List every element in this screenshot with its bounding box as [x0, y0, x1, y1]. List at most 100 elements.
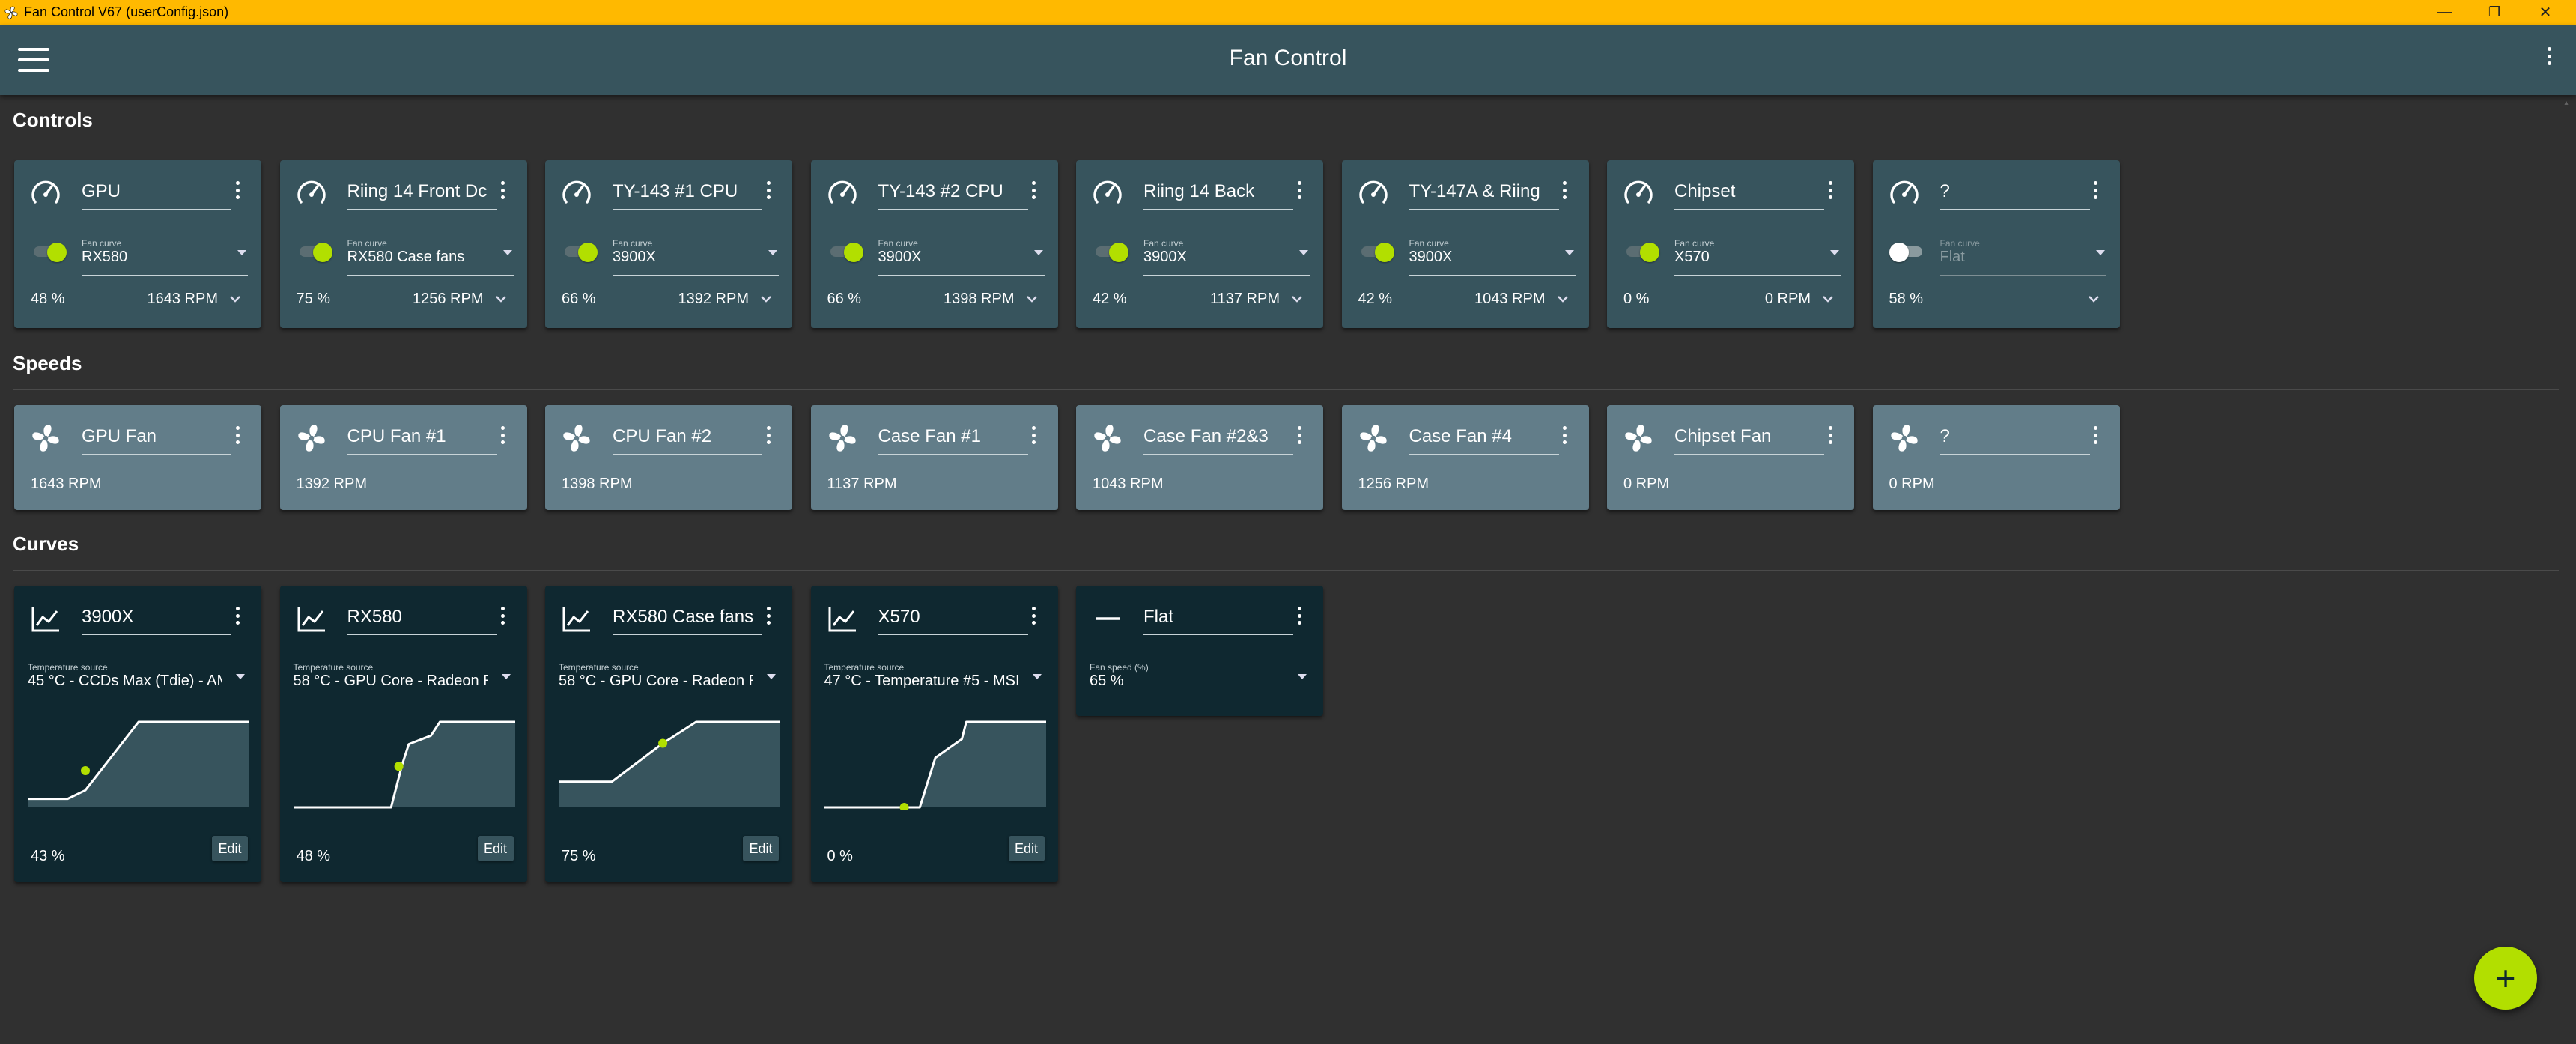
curve-name[interactable]: 3900X: [82, 604, 231, 635]
fan-curve-select[interactable]: Fan curve X570: [1674, 238, 1841, 276]
fan-curve-select[interactable]: Fan curve 3900X: [613, 238, 779, 276]
control-enable-toggle[interactable]: [562, 243, 598, 262]
fan-curve-select[interactable]: Fan curve Flat: [1939, 238, 2106, 276]
speed-sensor-name[interactable]: Case Fan #4: [1409, 423, 1559, 455]
card-menu-icon[interactable]: [499, 426, 508, 444]
control-enable-toggle[interactable]: [31, 243, 67, 262]
card-menu-icon[interactable]: [1561, 426, 1570, 444]
edit-curve-button[interactable]: Edit: [477, 836, 514, 861]
fan-curve-label: Fan curve: [1409, 238, 1449, 249]
card-menu-icon[interactable]: [1295, 181, 1304, 199]
card-menu-icon[interactable]: [1561, 181, 1570, 199]
edit-curve-button[interactable]: Edit: [743, 836, 779, 861]
control-name[interactable]: TY-143 #1 CPU: [613, 178, 762, 210]
control-name[interactable]: Chipset: [1674, 178, 1824, 210]
curve-area: [559, 722, 780, 807]
card-menu-icon[interactable]: [1295, 607, 1304, 625]
card-menu-icon[interactable]: [233, 181, 242, 199]
card-menu-icon[interactable]: [1295, 426, 1304, 444]
fan-curve-select[interactable]: Fan curve 3900X: [878, 238, 1045, 276]
card-menu-icon[interactable]: [2092, 426, 2100, 444]
control-enable-toggle[interactable]: [1623, 243, 1659, 262]
page-title: Fan Control: [1229, 46, 1347, 70]
fan-icon: [560, 422, 593, 455]
fan-curve-select[interactable]: Fan curve RX580 Case fans: [347, 238, 514, 276]
speed-sensor-name[interactable]: CPU Fan #2: [613, 423, 762, 455]
card-menu-icon[interactable]: [233, 426, 242, 444]
chevron-down-icon[interactable]: [1289, 291, 1305, 307]
chevron-down-icon[interactable]: [1820, 291, 1836, 307]
speed-sensor-name[interactable]: Case Fan #1: [878, 423, 1028, 455]
control-name[interactable]: TY-143 #2 CPU: [878, 178, 1028, 210]
card-menu-icon[interactable]: [764, 426, 773, 444]
add-button[interactable]: +: [2474, 947, 2537, 1010]
control-enable-toggle[interactable]: [1889, 243, 1925, 262]
card-menu-icon[interactable]: [1826, 426, 1835, 444]
scrollbar-up-arrow[interactable]: ▴: [2564, 99, 2569, 107]
more-options-icon[interactable]: [2545, 47, 2554, 65]
dropdown-arrow-icon: [237, 250, 246, 255]
control-enable-toggle[interactable]: [827, 243, 863, 262]
maximize-button[interactable]: ❐: [2488, 4, 2501, 19]
edit-curve-button[interactable]: Edit: [1008, 836, 1045, 861]
card-menu-icon[interactable]: [764, 181, 773, 199]
chevron-down-icon[interactable]: [758, 291, 774, 307]
control-percent: 66 %: [827, 291, 862, 307]
speed-sensor-name[interactable]: ?: [1939, 423, 2090, 455]
curve-card: RX580 Temperature source 58 °C - GPU Cor…: [279, 586, 527, 882]
control-card: Riing 14 Back Fan curve 3900X 42 % 1137 …: [1076, 160, 1323, 328]
control-name[interactable]: GPU: [82, 178, 231, 210]
curve-name[interactable]: RX580 Case fans: [613, 604, 762, 635]
fan-curve-select[interactable]: Fan curve 3900X: [1143, 238, 1310, 276]
control-enable-toggle[interactable]: [297, 243, 332, 262]
control-name[interactable]: Riing 14 Front Dc: [347, 178, 497, 210]
speed-card: Chipset Fan 0 RPM: [1607, 405, 1854, 510]
temperature-source-label: Temperature source: [28, 662, 108, 673]
fan-curve-select[interactable]: Fan curve RX580: [82, 238, 248, 276]
temperature-source-select[interactable]: Temperature source 45 °C - CCDs Max (Tdi…: [28, 662, 246, 699]
temperature-source-select[interactable]: Temperature source 58 °C - GPU Core - Ra…: [559, 662, 777, 699]
card-menu-icon[interactable]: [1030, 181, 1039, 199]
close-button[interactable]: ✕: [2539, 4, 2552, 21]
dropdown-arrow-icon: [1298, 674, 1307, 679]
chevron-down-icon[interactable]: [2086, 291, 2102, 307]
card-menu-icon[interactable]: [499, 607, 508, 625]
temperature-source-value: 45 °C - CCDs Max (Tdie) - AMD: [28, 673, 222, 689]
speed-sensor-name[interactable]: Case Fan #2&3: [1143, 423, 1293, 455]
control-enable-toggle[interactable]: [1358, 243, 1394, 262]
curve-name[interactable]: RX580: [347, 604, 497, 635]
gauge-icon: [826, 177, 859, 210]
gauge-icon: [295, 177, 328, 210]
curve-name[interactable]: Flat: [1143, 604, 1293, 635]
fan-curve-select[interactable]: Fan curve 3900X: [1409, 238, 1576, 276]
control-name[interactable]: ?: [1939, 178, 2090, 210]
control-card: Riing 14 Front Dc Fan curve RX580 Case f…: [279, 160, 527, 328]
chevron-down-icon[interactable]: [1024, 291, 1040, 307]
fan-speed-select[interactable]: Fan speed (%) 65 %: [1090, 662, 1308, 699]
card-menu-icon[interactable]: [499, 181, 508, 199]
card-menu-icon[interactable]: [1030, 426, 1039, 444]
temperature-source-select[interactable]: Temperature source 58 °C - GPU Core - Ra…: [293, 662, 512, 699]
speed-sensor-name[interactable]: Chipset Fan: [1674, 423, 1824, 455]
control-enable-toggle[interactable]: [1093, 243, 1128, 262]
speed-rpm: 1256 RPM: [1358, 476, 1430, 492]
edit-curve-button[interactable]: Edit: [212, 836, 248, 861]
hamburger-menu-icon[interactable]: [16, 46, 51, 74]
chevron-down-icon[interactable]: [227, 291, 243, 307]
card-menu-icon[interactable]: [1826, 181, 1835, 199]
card-menu-icon[interactable]: [1030, 607, 1039, 625]
curve-name[interactable]: X570: [878, 604, 1028, 635]
control-percent: 75 %: [296, 291, 331, 307]
minimize-button[interactable]: —: [2437, 4, 2452, 20]
temperature-source-select[interactable]: Temperature source 47 °C - Temperature #…: [824, 662, 1043, 699]
card-menu-icon[interactable]: [233, 607, 242, 625]
speed-rpm: 0 RPM: [1889, 476, 1935, 492]
card-menu-icon[interactable]: [2092, 181, 2100, 199]
chevron-down-icon[interactable]: [493, 291, 509, 307]
speed-sensor-name[interactable]: CPU Fan #1: [347, 423, 497, 455]
chevron-down-icon[interactable]: [1555, 291, 1571, 307]
control-name[interactable]: Riing 14 Back: [1143, 178, 1293, 210]
card-menu-icon[interactable]: [764, 607, 773, 625]
control-name[interactable]: TY-147A & Riing: [1409, 178, 1559, 210]
speed-sensor-name[interactable]: GPU Fan: [82, 423, 231, 455]
